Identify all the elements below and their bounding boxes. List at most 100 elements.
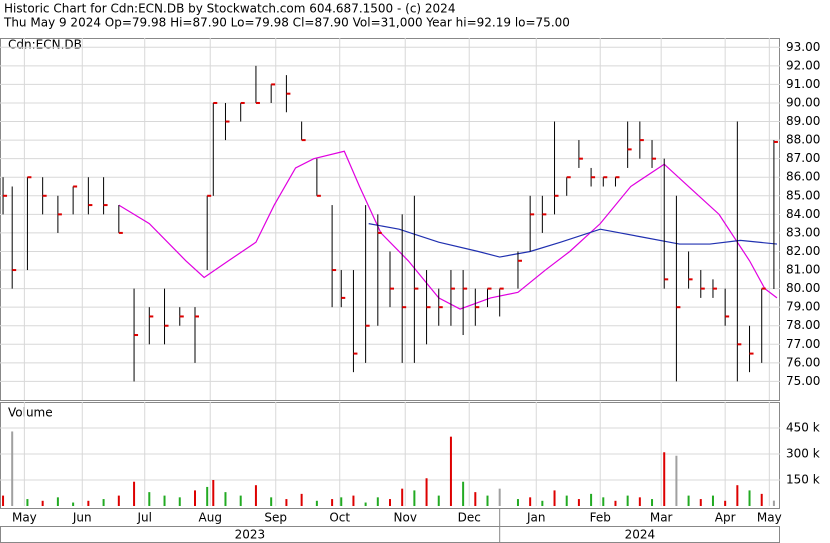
volume-bar	[87, 500, 90, 506]
volume-bar	[148, 492, 151, 506]
y-tick-label: 80.00	[786, 281, 820, 295]
x-tick-label: Mar	[650, 511, 673, 525]
volume-bar	[352, 495, 355, 506]
volume-bar	[389, 499, 391, 506]
volume-bar	[736, 485, 739, 506]
volume-bar	[2, 495, 5, 506]
volume-bar	[270, 497, 273, 506]
x-tick-label: Aug	[199, 511, 222, 525]
volume-bar	[541, 500, 544, 506]
volume-bar	[614, 500, 617, 506]
x-tick-label: Apr	[715, 511, 736, 525]
volume-bar	[376, 497, 379, 506]
volume-bar	[474, 492, 477, 506]
v-tick-label: 450 k	[786, 421, 820, 435]
volume-bar	[315, 500, 318, 506]
y-tick-label: 77.00	[786, 337, 820, 351]
volume-bar	[212, 480, 215, 506]
chart-title: Historic Chart for Cdn:ECN.DB by Stockwa…	[4, 2, 455, 16]
volume-bar	[651, 499, 654, 506]
y-tick-label: 82.00	[786, 244, 820, 258]
volume-bar	[163, 495, 166, 506]
x-tick-label: Nov	[394, 511, 417, 525]
y-tick-label: 87.00	[786, 151, 820, 165]
volume-bar	[239, 495, 242, 506]
volume-bar	[498, 488, 501, 506]
volume-bar	[449, 436, 452, 506]
x-tick-label: Sep	[264, 511, 287, 525]
volume-bar	[626, 495, 629, 506]
moving-average	[368, 223, 778, 258]
volume-bar	[760, 493, 763, 506]
y-tick-label: 92.00	[786, 58, 820, 72]
y-tick-label: 89.00	[786, 114, 820, 128]
volume-bar	[553, 490, 556, 506]
y-tick-label: 78.00	[786, 318, 820, 332]
volume-bar	[254, 485, 257, 506]
volume-bar	[206, 486, 209, 506]
year-band	[0, 526, 780, 543]
volume-bar	[516, 499, 519, 506]
volume-bar	[772, 500, 775, 506]
volume-bar	[590, 493, 593, 506]
x-tick-label: Oct	[329, 511, 350, 525]
volume-bar	[364, 502, 367, 506]
v-tick-label: 150 k	[786, 473, 820, 487]
volume-bar	[577, 499, 580, 506]
volume-bar	[565, 495, 568, 506]
y-tick-label: 90.00	[786, 95, 820, 109]
volume-bar	[194, 490, 196, 506]
y-tick-label: 86.00	[786, 170, 820, 184]
volume-bar	[401, 488, 404, 506]
volume-bar	[285, 499, 288, 506]
volume-bar	[41, 500, 44, 506]
year-label: 2024	[625, 528, 656, 542]
volume-bar	[133, 481, 136, 506]
volume-bar	[413, 490, 416, 506]
volume-bar	[11, 431, 14, 506]
volume-bar	[300, 493, 303, 506]
y-tick-label: 81.00	[786, 263, 820, 277]
volume-bar	[340, 497, 343, 506]
volume-bar	[117, 495, 120, 506]
volume-bar	[437, 495, 440, 506]
volume-bar	[687, 495, 690, 506]
y-tick-label: 85.00	[786, 188, 820, 202]
volume-bar	[699, 499, 702, 506]
volume-bar	[56, 497, 59, 506]
volume-bar	[425, 478, 428, 506]
volume-bar	[224, 492, 227, 506]
volume-bar	[26, 499, 29, 506]
y-tick-label: 88.00	[786, 133, 820, 147]
y-tick-label: 75.00	[786, 374, 820, 388]
y-tick-label: 76.00	[786, 355, 820, 369]
x-tick-label: Feb	[590, 511, 611, 525]
y-tick-label: 83.00	[786, 225, 820, 239]
year-label: 2023	[235, 528, 266, 542]
symbol: Cdn:ECN.DB	[8, 38, 82, 52]
volume-bar	[663, 452, 666, 506]
volume-bar	[638, 497, 641, 506]
volume-panel	[0, 402, 780, 509]
volume-bar	[711, 495, 714, 506]
volume-bar	[602, 497, 605, 506]
y-tick-label: 91.00	[786, 77, 820, 91]
volume-bar	[529, 497, 532, 506]
y-tick-label: 93.00	[786, 40, 820, 54]
volume-bar	[462, 481, 465, 506]
price-panel	[0, 38, 780, 401]
x-tick-label: Jul	[136, 511, 151, 525]
v-tick-label: 300 k	[786, 447, 820, 461]
y-tick-label: 79.00	[786, 300, 820, 314]
x-tick-label: May	[757, 511, 782, 525]
volume-bar	[72, 502, 75, 506]
volume-title: Volume	[8, 406, 53, 420]
volume-bar	[748, 490, 751, 506]
x-tick-label: Jan	[526, 511, 546, 525]
volume-bar	[486, 495, 489, 506]
y-tick-label: 84.00	[786, 207, 820, 221]
x-tick-label: Jun	[72, 511, 92, 525]
x-tick-label: Dec	[458, 511, 481, 525]
